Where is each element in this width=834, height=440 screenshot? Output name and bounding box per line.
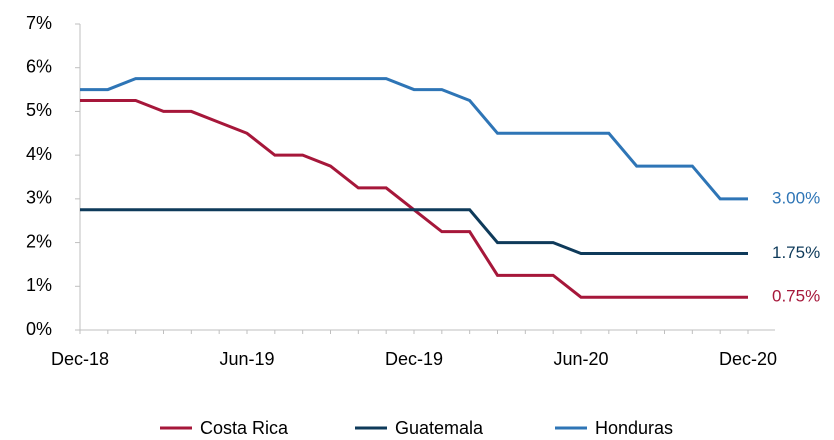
legend-label: Guatemala (395, 418, 484, 438)
value-label: 3.00% (772, 188, 820, 207)
line (80, 208, 748, 255)
y-tick-label: 1% (26, 275, 52, 295)
y-tick-label: 7% (26, 13, 52, 33)
x-tick-label: Dec-18 (51, 349, 109, 369)
x-tick-label: Jun-19 (219, 349, 274, 369)
line (80, 99, 748, 299)
value-label: 1.75% (772, 243, 820, 262)
x-tick-label: Dec-20 (719, 349, 777, 369)
y-tick-label: 5% (26, 100, 52, 120)
x-tick-label: Jun-20 (553, 349, 608, 369)
legend-label: Costa Rica (200, 418, 289, 438)
y-tick-label: 3% (26, 188, 52, 208)
y-tick-label: 4% (26, 144, 52, 164)
y-tick-label: 0% (26, 319, 52, 339)
value-label: 0.75% (772, 287, 820, 306)
x-tick-label: Dec-19 (385, 349, 443, 369)
legend-label: Honduras (595, 418, 673, 438)
line (80, 77, 748, 201)
y-tick-label: 6% (26, 56, 52, 76)
y-tick-label: 2% (26, 231, 52, 251)
